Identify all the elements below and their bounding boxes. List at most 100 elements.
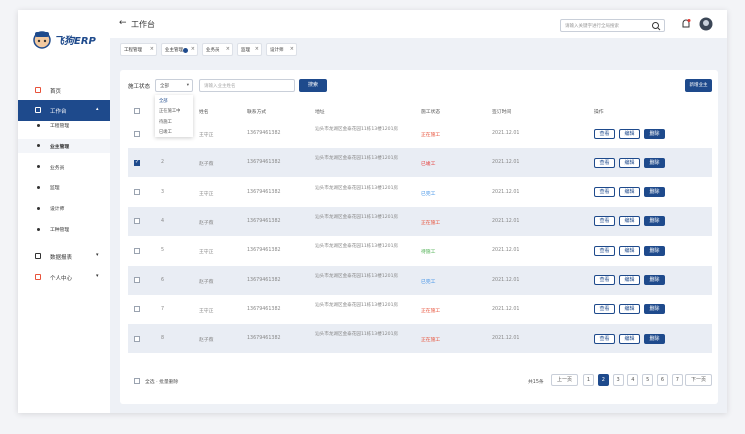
action-button[interactable]: 删除 [644,304,665,315]
action-button[interactable]: 查看 [594,304,615,315]
action-button[interactable]: 编辑 [619,333,640,344]
tab[interactable]: 监理 × [237,43,262,56]
action-button[interactable]: 删除 [644,128,665,139]
nav-sub-item[interactable]: 工程管理 [18,118,110,132]
action-button[interactable]: 编辑 [619,245,640,256]
page-button[interactable]: 5 [642,374,654,386]
row-index: 3 [161,189,165,195]
row-checkbox[interactable] [134,277,140,283]
owner-name: 赵子薇 [199,279,214,285]
action-button[interactable]: 删除 [644,333,665,344]
row-checkbox[interactable] [134,247,140,254]
action-button[interactable]: 删除 [644,275,665,285]
action-button[interactable]: 查看 [594,333,615,344]
action-button[interactable]: 编辑 [619,128,640,139]
action-button[interactable]: 查看 [594,128,615,139]
row-checkbox[interactable] [134,306,140,313]
global-search[interactable]: 请输入关键字进行全局搜索 [560,19,665,32]
nav-bullet [37,185,40,189]
action-button[interactable]: 查看 [594,187,615,198]
name-input[interactable]: 请输入业主姓名 [199,79,295,92]
page-button[interactable]: 1 [583,374,594,386]
nav-item[interactable]: 工作台 ▴ [18,99,110,121]
header-checkbox[interactable] [134,108,140,114]
sign-date: 2021.12.01 [492,306,520,312]
tab-close[interactable]: × [225,46,230,52]
page-button[interactable]: 6 [657,374,668,386]
tab-close[interactable]: × [190,46,195,52]
page-button[interactable]: 3 [612,374,624,386]
dropdown-option[interactable]: 待施工 [159,119,172,125]
tab-label: 业务员 [206,48,220,53]
row-checkbox[interactable]: ✓ [134,159,140,166]
address: 汕头市龙湖区金泰花园11栋13楼1201房 [315,332,399,338]
tab-close[interactable]: × [254,46,259,52]
row-checkbox[interactable] [134,130,140,137]
action-button[interactable]: 编辑 [619,187,640,198]
action-button[interactable]: 查看 [594,245,615,256]
action-button[interactable]: 删除 [644,157,665,168]
dropdown-option[interactable]: 已竣工 [159,129,172,135]
tab-close[interactable]: × [289,46,294,52]
nav-sub-label: 工种管理 [50,228,70,233]
nav-item[interactable]: 首页 [18,80,110,101]
nav-sub-item[interactable]: 设计师 [18,201,110,215]
action-button[interactable]: 查看 [594,216,615,227]
tab-label: 设计师 [270,48,284,53]
nav-sub-item[interactable]: 工种管理 [18,222,110,236]
sign-date: 2021.12.01 [492,189,520,195]
select-all-checkbox[interactable] [134,378,140,384]
nav-sub-item[interactable]: 业务员 [18,160,110,174]
tab-close[interactable]: × [149,46,154,52]
row-checkbox[interactable] [134,189,140,196]
nav-caret: ▾ [96,273,99,279]
back-arrow[interactable]: ← [119,18,127,28]
next-page[interactable]: 下一页 [685,374,712,386]
action-button[interactable]: 编辑 [619,157,640,168]
tab[interactable]: 工程管理 × [120,43,157,56]
row-checkbox[interactable] [134,218,140,225]
select-all[interactable]: 全选 · 批量删除 [145,380,179,385]
action-button[interactable]: 删除 [644,245,665,256]
page-button[interactable]: 7 [671,374,683,386]
page-button[interactable]: 4 [627,374,639,386]
add-button[interactable]: 新增业主 [685,79,712,92]
nav-label: 数据报表 [50,255,73,261]
column-header: 联系方式 [247,110,267,115]
action-button[interactable]: 删除 [644,187,665,198]
tab-label: 监理 [241,48,250,53]
page-button[interactable]: 2 [597,374,609,386]
sign-date: 2021.12.01 [492,336,520,342]
row-checkbox[interactable] [134,335,140,342]
tab[interactable]: 设计师 × [266,43,297,56]
tab[interactable]: 业主管理 × [161,43,198,56]
dropdown-option[interactable]: 正在施工中 [159,109,181,115]
nav-sub-label: 业务员 [50,165,65,171]
dropdown-option[interactable]: 全部 [159,99,168,104]
column-header: 施工状态 [421,110,441,115]
action-button[interactable]: 查看 [594,157,615,168]
action-button[interactable]: 编辑 [619,275,640,285]
nav-sub-item[interactable]: 业主管理 [18,138,110,153]
search-placeholder: 请输入关键字进行全局搜索 [565,24,619,29]
address: 汕头市龙湖区金泰花园11栋13楼1201房 [315,156,399,162]
search-icon[interactable] [651,21,661,31]
row-index: 7 [161,306,165,312]
status-select[interactable]: 全部 ▾ [155,79,193,92]
action-button[interactable]: 编辑 [619,216,640,227]
nav-item[interactable]: 数据报表 ▾ [18,250,110,264]
prev-page[interactable]: 上一页 [551,374,578,386]
avatar[interactable] [699,17,713,31]
nav-icon [35,87,41,93]
action-button[interactable]: 查看 [594,275,615,285]
action-button[interactable]: 删除 [644,216,665,227]
search-button[interactable]: 搜索 [299,79,327,92]
bell-icon[interactable] [680,18,692,30]
owner-name: 王守正 [199,191,214,197]
nav-item[interactable]: 个人中心 ▾ [18,271,110,285]
tab[interactable]: 业务员 × [202,43,233,56]
action-button[interactable]: 编辑 [619,304,640,315]
status: 已完工 [421,279,436,285]
nav-sub-item[interactable]: 监理 [18,180,110,194]
column-header: 地址 [315,110,325,115]
